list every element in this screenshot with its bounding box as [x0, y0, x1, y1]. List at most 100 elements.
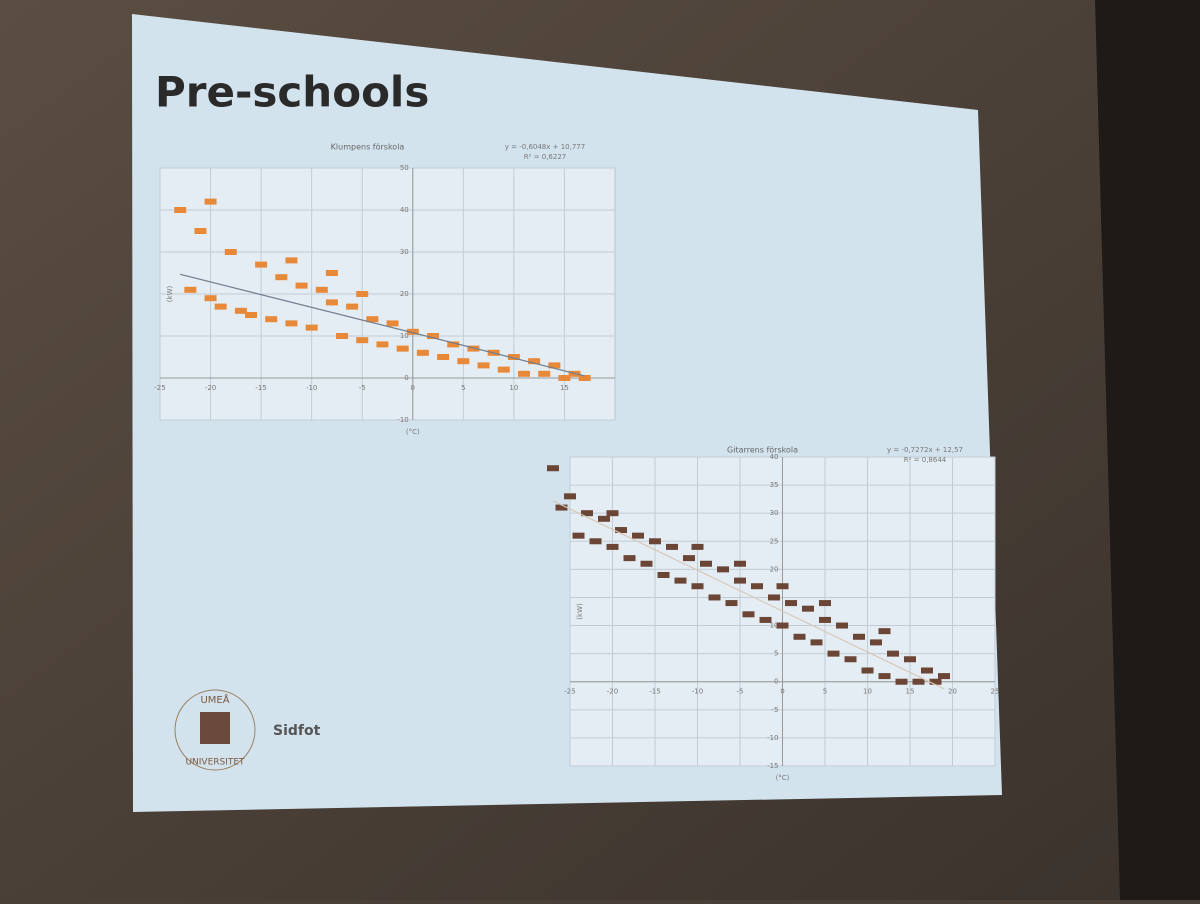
- x-tick-label: -20: [205, 384, 216, 392]
- point: [224, 249, 237, 255]
- trendline: [180, 273, 585, 377]
- x-tick-label: 10: [509, 384, 518, 392]
- chart-title: Klumpens förskola: [331, 143, 405, 152]
- x-tick-label: -15: [255, 384, 266, 392]
- x-axis-label: (°C): [776, 774, 790, 782]
- x-axis-label: (°C): [406, 428, 420, 436]
- y-tick-label: 5: [774, 650, 778, 658]
- point: [518, 370, 530, 377]
- point: [234, 307, 247, 314]
- x-tick-label: 25: [991, 688, 1000, 696]
- y-tick-label: -10: [767, 734, 778, 742]
- point: [589, 538, 602, 545]
- point: [759, 616, 772, 623]
- point: [708, 594, 721, 601]
- point: [887, 650, 899, 657]
- point: [912, 678, 925, 685]
- trendline: [552, 500, 945, 690]
- point: [396, 345, 409, 352]
- y-tick-label: 40: [770, 453, 779, 461]
- x-tick-label: -25: [564, 688, 575, 696]
- point: [427, 333, 439, 339]
- y-tick-label: 50: [400, 164, 409, 172]
- point: [606, 510, 619, 517]
- point: [285, 257, 298, 264]
- point: [477, 362, 490, 369]
- point: [819, 616, 831, 623]
- point: [447, 341, 460, 348]
- screen-frame: [1095, 0, 1200, 900]
- logo: [174, 689, 256, 771]
- point: [346, 303, 359, 310]
- point: [572, 532, 585, 539]
- point: [649, 538, 661, 545]
- point: [386, 320, 399, 327]
- point: [204, 198, 217, 205]
- point: [174, 207, 187, 213]
- point: [700, 560, 712, 567]
- point: [904, 656, 916, 663]
- point: [768, 594, 780, 601]
- point: [507, 354, 520, 360]
- point: [853, 633, 865, 640]
- point: [245, 312, 257, 318]
- point: [547, 465, 559, 472]
- point: [194, 228, 207, 234]
- point: [844, 656, 857, 663]
- point: [581, 510, 593, 517]
- point: [356, 337, 369, 344]
- slide-title: Pre-schools: [155, 68, 429, 117]
- point: [255, 261, 268, 268]
- point: [666, 543, 678, 550]
- x-tick-label: -10: [692, 688, 703, 696]
- equation: y = -0,7272x + 12,57: [887, 446, 963, 454]
- point: [802, 605, 814, 612]
- y-tick-label: 25: [770, 537, 779, 545]
- point: [895, 678, 908, 685]
- point: [204, 295, 217, 302]
- point: [437, 354, 450, 360]
- point: [406, 328, 419, 335]
- point: [184, 286, 197, 293]
- point: [734, 560, 746, 567]
- point: [538, 370, 551, 377]
- point: [467, 345, 480, 352]
- point: [751, 583, 763, 590]
- point: [725, 600, 738, 607]
- logo-building: [200, 712, 230, 744]
- point: [214, 303, 227, 310]
- point: [657, 571, 670, 578]
- point: [275, 274, 288, 281]
- point: [497, 366, 510, 373]
- y-tick-label: 20: [770, 565, 779, 573]
- y-tick-label: -15: [767, 762, 778, 770]
- r-squared: R² = 0,8644: [904, 456, 947, 464]
- x-tick-label: 5: [823, 688, 827, 696]
- y-tick-label: -5: [772, 706, 779, 714]
- point: [606, 543, 619, 550]
- y-tick-label: -10: [397, 416, 408, 424]
- y-tick-label: 35: [770, 481, 779, 489]
- point: [336, 333, 348, 339]
- point: [305, 324, 318, 331]
- point: [827, 650, 840, 657]
- point: [861, 667, 874, 674]
- x-tick-label: 5: [461, 384, 465, 392]
- r-squared: R² = 0,6227: [524, 153, 566, 161]
- point: [558, 375, 571, 381]
- point: [555, 504, 568, 511]
- point: [810, 639, 823, 646]
- y-tick-label: 30: [400, 248, 409, 256]
- point: [366, 316, 379, 323]
- point: [356, 291, 369, 297]
- point: [742, 611, 755, 618]
- point: [416, 349, 429, 356]
- point: [528, 358, 541, 365]
- x-tick-label: -20: [607, 688, 618, 696]
- point: [836, 622, 848, 629]
- point: [929, 678, 942, 685]
- x-tick-label: -5: [359, 384, 366, 392]
- point: [265, 316, 278, 323]
